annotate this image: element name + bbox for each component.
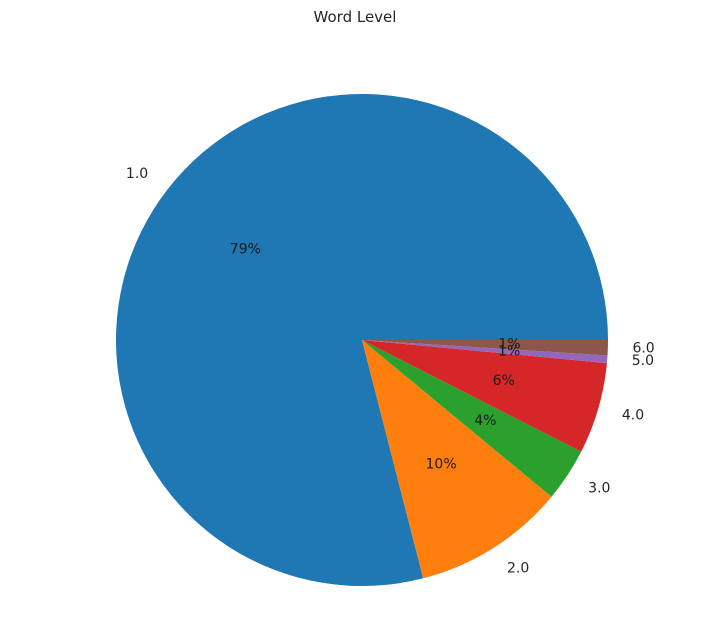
chart-title: Word Level <box>313 8 397 26</box>
pie-slice-5-0 <box>362 340 608 364</box>
category-label: 1.0 <box>126 166 148 182</box>
category-label: 5.0 <box>632 353 654 369</box>
pie-slice-1-0 <box>116 94 609 587</box>
pie-slice-3-0 <box>362 340 582 497</box>
percent-label: 4% <box>474 413 496 429</box>
percent-label: 1% <box>498 344 520 360</box>
category-label: 2.0 <box>507 560 529 576</box>
percent-label: 1% <box>498 337 520 353</box>
category-label: 6.0 <box>632 340 654 356</box>
category-label: 4.0 <box>622 407 644 423</box>
category-label: 3.0 <box>588 481 610 497</box>
pie-slice-6-0 <box>362 340 608 356</box>
pie-slice-2-0 <box>362 340 552 579</box>
pie-labels: 1.0 79% 2.0 10% 3.0 4% 4.0 6% 5.0 1% 6.0 1% <box>126 166 655 576</box>
percent-label: 6% <box>493 373 515 389</box>
percent-label: 79% <box>230 242 261 258</box>
pie-slices <box>116 94 609 587</box>
percent-label: 10% <box>426 457 457 473</box>
pie-slice-4-0 <box>362 340 607 452</box>
